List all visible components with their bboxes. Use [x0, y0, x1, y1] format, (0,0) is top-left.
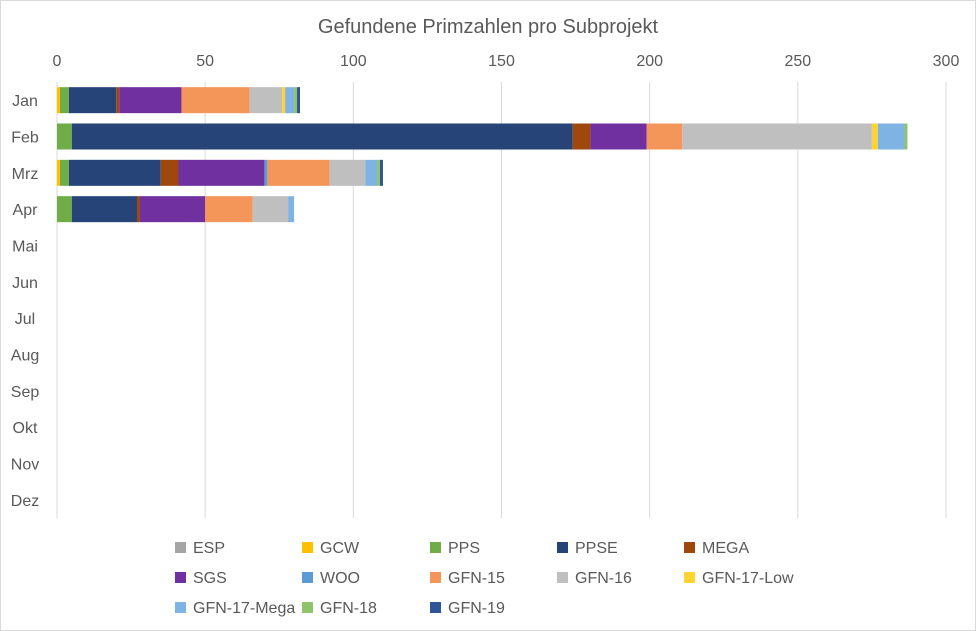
y-category-label: Nov: [11, 457, 39, 474]
bar-segment: [264, 159, 268, 186]
x-tick-label: 0: [53, 53, 62, 70]
legend-swatch: [175, 542, 186, 553]
bar-segment: [282, 87, 286, 114]
legend-swatch: [302, 602, 313, 613]
x-tick-label: 300: [933, 53, 960, 70]
bar-segment: [380, 159, 383, 186]
bar-segment: [249, 87, 283, 114]
bar-segment: [267, 159, 330, 186]
bar-segment: [116, 87, 120, 114]
bar-segment: [160, 159, 179, 186]
chart-title: Gefundene Primzahlen pro Subprojekt: [318, 16, 659, 38]
y-category-label: Mrz: [12, 166, 39, 183]
bar-segment: [297, 87, 300, 114]
bar-segment: [572, 123, 591, 150]
legend-swatch: [302, 542, 313, 553]
y-category-label: Feb: [11, 130, 39, 147]
bar-segment: [71, 123, 573, 150]
bar-segment: [57, 196, 72, 223]
bar-segment: [329, 159, 366, 186]
bar-segment: [59, 87, 69, 114]
legend-label: GFN-16: [575, 570, 632, 587]
bar-segment: [68, 159, 161, 186]
legend-swatch: [684, 542, 695, 553]
legend-label: GFN-18: [320, 600, 377, 617]
legend-swatch: [430, 572, 441, 583]
legend-label: GFN-17-Low: [702, 570, 794, 587]
bar-segment: [590, 123, 647, 150]
legend-label: GCW: [320, 540, 360, 557]
y-category-label: Jan: [12, 93, 38, 110]
bar-segment: [294, 87, 298, 114]
legend-label: SGS: [193, 570, 227, 587]
bar-segment: [137, 196, 140, 223]
y-category-label: Dez: [11, 493, 39, 510]
bar-segment: [682, 123, 872, 150]
legend-label: ESP: [193, 540, 225, 557]
bar-segment: [871, 123, 878, 150]
bar-segment: [57, 87, 60, 114]
legend-swatch: [557, 542, 568, 553]
x-tick-label: 150: [488, 53, 515, 70]
bar-segment: [178, 159, 265, 186]
bar-segment: [646, 123, 683, 150]
y-category-label: Jul: [15, 311, 35, 328]
bar-segment: [288, 196, 295, 223]
legend-label: MEGA: [702, 540, 749, 557]
legend-label: GFN-15: [448, 570, 505, 587]
y-category-label: Sep: [11, 384, 40, 401]
legend-label: PPS: [448, 540, 480, 557]
x-tick-label: 200: [636, 53, 663, 70]
bar-segment: [119, 87, 182, 114]
bar-segment: [365, 159, 378, 186]
bar-segment: [57, 159, 60, 186]
bar-segment: [904, 123, 908, 150]
x-tick-label: 50: [196, 53, 214, 70]
legend-label: GFN-17-Mega: [193, 600, 295, 617]
bar-segment: [57, 123, 72, 150]
y-category-label: Apr: [13, 202, 39, 219]
legend-swatch: [175, 602, 186, 613]
y-category-label: Jun: [12, 275, 38, 292]
legend-label: GFN-19: [448, 600, 505, 617]
bar-segment: [205, 196, 253, 223]
bar-segment: [252, 196, 289, 223]
legend-label: PPSE: [575, 540, 618, 557]
legend-swatch: [175, 572, 186, 583]
bar-segment: [68, 87, 117, 114]
bar-segment: [877, 123, 905, 150]
x-tick-label: 250: [784, 53, 811, 70]
legend-swatch: [430, 602, 441, 613]
bar-segment: [377, 159, 381, 186]
legend-swatch: [557, 572, 568, 583]
bar-segment: [71, 196, 138, 223]
bar-segment: [139, 196, 206, 223]
y-category-label: Mai: [12, 239, 38, 256]
legend-swatch: [302, 572, 313, 583]
x-tick-label: 100: [340, 53, 367, 70]
bar-segment: [59, 159, 69, 186]
legend-swatch: [684, 572, 695, 583]
legend-label: WOO: [320, 570, 360, 587]
legend-swatch: [430, 542, 441, 553]
bar-segment: [285, 87, 295, 114]
bar-segment: [181, 87, 250, 114]
y-category-label: Okt: [13, 420, 38, 437]
y-category-label: Aug: [11, 348, 39, 365]
